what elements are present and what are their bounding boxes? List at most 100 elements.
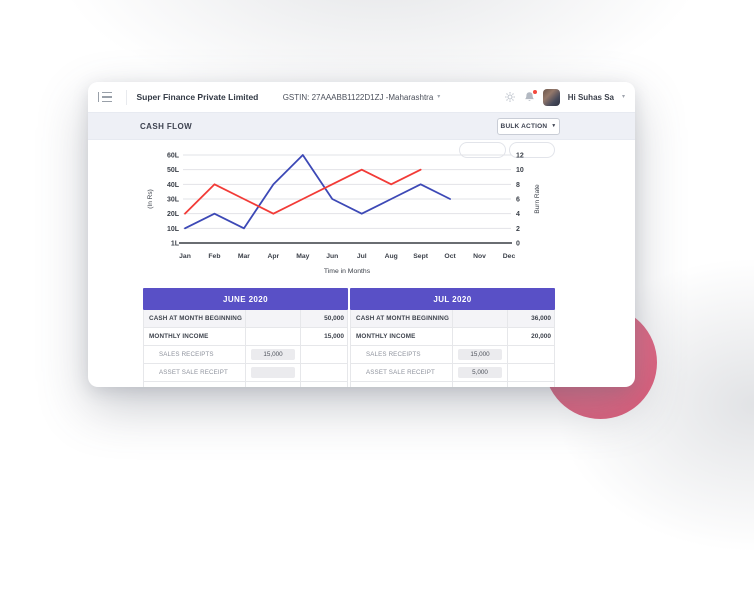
row-label: CASH AT MONTH BEGINNING (356, 315, 450, 322)
bell-icon[interactable] (524, 90, 537, 103)
row-value-cell: 50,000 (301, 310, 349, 327)
table-row: MONTHLY INCOME 15,000 (143, 328, 348, 346)
row-value-cell (301, 382, 349, 387)
table-row: CASH AT MONTH BEGINNING 50,000 (143, 310, 348, 328)
row-value-cell: 36,000 (508, 310, 556, 327)
caret-down-icon: ▼ (551, 123, 557, 129)
row-value: 15,000 (324, 333, 344, 340)
month-table-2: JUL 2020 CASH AT MONTH BEGINNING 36,000 MON… (350, 288, 555, 387)
x-axis-tick: Apr (268, 253, 280, 260)
bulk-action-button[interactable]: BULK ACTION ▼ (497, 118, 560, 135)
x-axis-tick: Mar (238, 253, 250, 260)
row-input-cell: 15,000 (453, 346, 508, 363)
left-axis-title: (In Rs) (147, 189, 154, 209)
x-axis-tick: Aug (385, 253, 398, 260)
right-axis-tick: 0 (516, 241, 520, 248)
x-axis-tick: Dec (503, 253, 516, 260)
row-input-cell: 5,000 (453, 364, 508, 381)
app-window: Super Finance Private Limited GSTIN: 27A… (88, 82, 635, 387)
app-header: Super Finance Private Limited GSTIN: 27A… (88, 82, 635, 112)
chart-action-button-2[interactable] (509, 142, 555, 158)
table-row: CASH AT MONTH BEGINNING 36,000 (350, 310, 555, 328)
row-label: SALES RECEIPTS (159, 351, 214, 358)
x-axis-tick: Jun (326, 253, 338, 260)
cashflow-line-chart: 60L 12 50L 10 40L 8 30L 6 20L 4 10L 2 1L 0 Jan Feb Mar Ap… (147, 153, 541, 276)
row-value-cell (508, 364, 556, 381)
row-label-cell: SALES RECEIPTS (351, 346, 453, 363)
right-axis-tick: 6 (516, 197, 520, 204)
amount-input[interactable]: 15,000 (251, 349, 295, 360)
gear-icon[interactable] (504, 91, 516, 103)
month-header: JUNE 2020 (143, 288, 348, 310)
profile-chevron-down-icon[interactable]: ▾ (621, 94, 625, 100)
row-label-cell (351, 382, 453, 387)
series-cash-in-rs-lakh (184, 154, 451, 230)
table-row (350, 382, 555, 387)
chart-action-button-1[interactable] (459, 142, 506, 158)
gstin-selector[interactable]: GSTIN: 27AAABB1122D1ZJ -Maharashtra ▾ (283, 93, 441, 102)
table-row: SALES RECEIPTS 15,000 (350, 346, 555, 364)
row-label: ASSET SALE RECEIPT (366, 369, 435, 376)
row-label-cell: MONTHLY INCOME (144, 328, 246, 345)
row-label-cell: ASSET SALE RECEIPT (351, 364, 453, 381)
amount-input[interactable]: 15,000 (458, 349, 502, 360)
row-label-cell: CASH AT MONTH BEGINNING (144, 310, 246, 327)
page-title: CASH FLOW (140, 121, 193, 131)
right-axis-tick: 10 (516, 167, 524, 174)
table-row: SALES RECEIPTS 15,000 (143, 346, 348, 364)
row-label-cell: SALES RECEIPTS (144, 346, 246, 363)
amount-input[interactable] (251, 367, 295, 378)
row-input-cell: 15,000 (246, 346, 301, 363)
left-axis-tick: 1L (171, 241, 180, 248)
left-axis-tick: 50L (167, 167, 180, 174)
header-actions: Hi Suhas Sa ▾ (504, 88, 625, 106)
series-burn-rate (184, 168, 422, 215)
chevron-down-icon: ▾ (437, 94, 441, 100)
row-value-cell: 15,000 (301, 328, 349, 345)
section-bar: CASH FLOW BULK ACTION ▼ (88, 112, 635, 140)
row-label: CASH AT MONTH BEGINNING (149, 315, 243, 322)
row-input-cell (246, 328, 301, 345)
right-axis-tick: 2 (516, 226, 520, 233)
table-row: ASSET SALE RECEIPT (143, 364, 348, 382)
table-row: MONTHLY INCOME 20,000 (350, 328, 555, 346)
month-table-1: JUNE 2020 CASH AT MONTH BEGINNING 50,000 MO… (143, 288, 348, 387)
x-axis-title: Time in Months (324, 268, 371, 275)
row-label: ASSET SALE RECEIPT (159, 369, 228, 376)
row-value-cell (508, 382, 556, 387)
row-label-cell (144, 382, 246, 387)
row-input-cell (246, 310, 301, 327)
left-axis-tick: 40L (167, 182, 180, 189)
company-name: Super Finance Private Limited (136, 92, 259, 102)
row-label-cell: ASSET SALE RECEIPT (144, 364, 246, 381)
right-axis-tick: 8 (516, 182, 520, 189)
row-input-cell (453, 382, 508, 387)
row-value: 20,000 (531, 333, 551, 340)
left-axis-tick: 10L (167, 226, 180, 233)
table-row (143, 382, 348, 387)
right-axis-title: Burn Rate (534, 184, 541, 214)
sidebar-menu-icon[interactable] (98, 92, 116, 102)
amount-input[interactable]: 5,000 (458, 367, 502, 378)
x-axis-tick: May (296, 253, 309, 260)
x-axis-tick: Jan (179, 253, 191, 260)
month-header: JUL 2020 (350, 288, 555, 310)
row-value: 36,000 (531, 315, 551, 322)
row-value-cell (508, 346, 556, 363)
left-axis-tick: 30L (167, 197, 180, 204)
user-greeting: Hi Suhas Sa (567, 92, 614, 102)
row-value: 50,000 (324, 315, 344, 322)
x-axis-tick: Feb (208, 253, 220, 260)
row-input-cell (453, 328, 508, 345)
bulk-action-label: BULK ACTION (500, 123, 548, 130)
right-axis-tick: 12 (516, 153, 524, 160)
row-input-cell (246, 382, 301, 387)
left-axis-tick: 20L (167, 211, 180, 218)
row-value-cell: 20,000 (508, 328, 556, 345)
table-row: ASSET SALE RECEIPT 5,000 (350, 364, 555, 382)
row-label-cell: MONTHLY INCOME (351, 328, 453, 345)
avatar[interactable] (542, 88, 560, 106)
header-divider (125, 89, 127, 105)
row-input-cell (246, 364, 301, 381)
left-axis-tick: 60L (167, 153, 180, 160)
